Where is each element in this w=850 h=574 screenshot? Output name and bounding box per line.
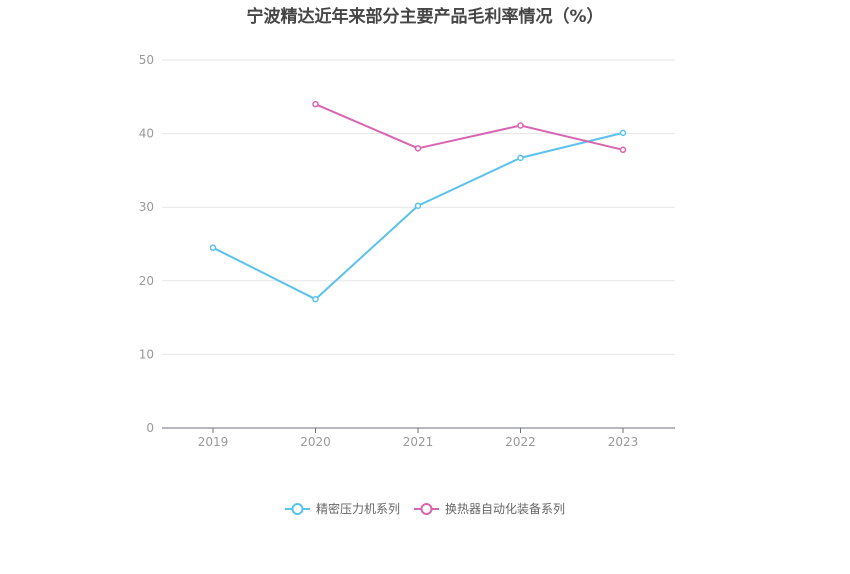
x-tick-label: 2019 [198,435,229,449]
data-point [619,146,627,154]
data-point [414,202,422,209]
y-tick-label: 40 [139,127,154,141]
data-point [209,244,217,251]
x-tick-label: 2022 [505,435,536,449]
data-point [414,145,422,152]
legend-swatch-icon [414,502,439,515]
legend-item-1[interactable]: 换热器自动化装备系列 [414,500,565,517]
legend-label: 换热器自动化装备系列 [445,502,566,516]
y-tick-label: 0 [146,421,154,435]
y-tick-label: 10 [139,347,154,361]
data-point [619,129,627,137]
x-tick-label: 2023 [608,435,639,449]
chart-title: 宁波精达近年来部分主要产品毛利率情况（%） [246,7,604,27]
x-tick-label: 2021 [403,435,434,449]
series-line-0 [212,131,624,301]
series-lines [209,100,627,303]
data-point [312,100,319,108]
legend-swatch-icon [284,502,310,515]
data-point [517,122,524,129]
y-tick-label: 20 [139,274,154,288]
data-point [312,295,319,303]
data-point [517,154,524,162]
x-tick-label: 2020 [300,435,331,449]
legend: 精密压力机系列 换热器自动化装备系列 [0,500,850,517]
legend-item-0[interactable]: 精密压力机系列 [284,500,400,517]
series-line-1 [315,103,624,151]
legend-label: 精密压力机系列 [315,502,400,516]
y-tick-label: 50 [139,53,154,67]
y-tick-label: 30 [139,200,154,214]
axes: 0 10 20 30 40 50 2019 2020 2021 2022 2023 [139,53,675,449]
